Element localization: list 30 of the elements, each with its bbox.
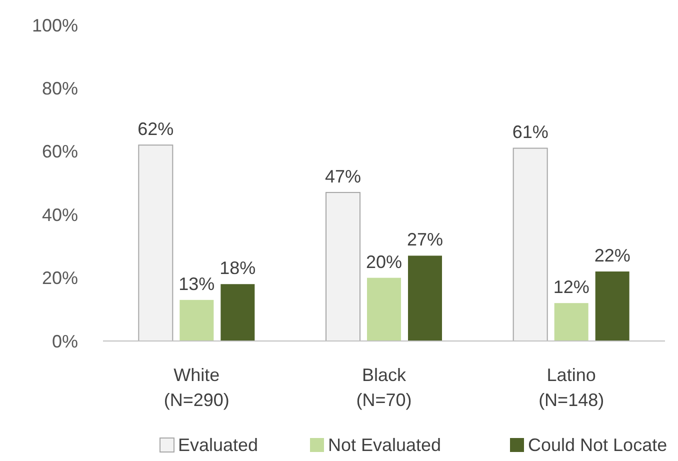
legend-label: Evaluated <box>178 435 258 455</box>
data-label: 47% <box>324 166 362 186</box>
bar <box>512 148 548 342</box>
bar <box>367 278 401 341</box>
x-tick-label: White (N=290) <box>164 365 230 410</box>
bar <box>326 192 360 342</box>
data-label: 13% <box>178 274 215 294</box>
bar <box>180 300 214 341</box>
y-tick-label: 40% <box>42 204 78 225</box>
data-label: 27% <box>406 230 444 250</box>
data-label: 22% <box>594 245 630 266</box>
data-label: 18% <box>220 258 256 278</box>
legend-label: Could Not Locate <box>528 435 668 455</box>
bar <box>554 303 588 341</box>
y-tick-label: 0% <box>52 331 78 352</box>
bar <box>220 284 255 341</box>
y-tick-label: 100% <box>32 15 78 36</box>
bar <box>408 256 442 341</box>
data-label: 20% <box>366 252 402 272</box>
legend-label: Not Evaluated <box>328 435 442 455</box>
bar <box>138 144 174 342</box>
y-tick-label: 60% <box>42 142 78 162</box>
data-label: 62% <box>138 119 174 140</box>
y-tick-label: 20% <box>42 268 78 288</box>
data-label: 12% <box>553 277 590 298</box>
x-tick-label: Black (N=70) <box>356 365 412 410</box>
bar <box>595 271 630 341</box>
data-label: 61% <box>512 122 548 142</box>
y-tick-label: 80% <box>42 78 78 98</box>
x-tick-label: Latino (N=148) <box>538 365 604 410</box>
